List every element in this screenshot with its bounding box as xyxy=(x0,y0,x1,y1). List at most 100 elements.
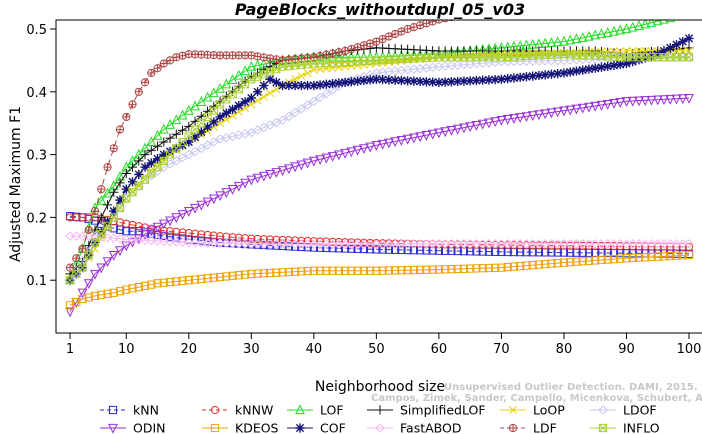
point-ldf-81 xyxy=(567,3,574,10)
legend-item-loop: LoOP xyxy=(500,403,565,418)
point-odin-21 xyxy=(190,203,200,214)
point-knn-57 xyxy=(416,246,425,255)
point-knnw-27 xyxy=(228,233,237,242)
legend-swatch-marker xyxy=(508,423,518,433)
point-fastabod-88 xyxy=(609,238,619,249)
point-odin-27 xyxy=(227,185,238,195)
point-simplifiedlof-11 xyxy=(127,162,138,172)
point-fastabod-54 xyxy=(396,239,407,249)
point-loop-25 xyxy=(216,119,225,128)
x-tick-label: 80 xyxy=(556,342,573,357)
point-ldf-59 xyxy=(428,20,437,26)
point-kdeos-29 xyxy=(240,270,250,279)
point-odin-23 xyxy=(202,197,213,208)
point-odin-72 xyxy=(509,114,519,124)
point-kdeos-61 xyxy=(441,265,450,274)
legend-label: INFLO xyxy=(623,421,660,434)
plot-series xyxy=(65,3,694,318)
point-knnw-96 xyxy=(659,242,669,251)
point-cof-26 xyxy=(221,108,231,118)
point-ldof-18 xyxy=(171,156,182,166)
point-cof-60 xyxy=(434,77,444,87)
point-fastabod-21 xyxy=(190,237,200,248)
point-ldof-23 xyxy=(202,140,213,150)
point-cof-44 xyxy=(334,78,344,88)
point-ldf-86 xyxy=(598,3,605,10)
point-fastabod-17 xyxy=(165,236,175,247)
point-cof-83 xyxy=(578,65,588,75)
point-fastabod-61 xyxy=(440,238,450,249)
point-odin-74 xyxy=(521,112,532,123)
point-odin-92 xyxy=(634,96,644,107)
point-ldf-18 xyxy=(172,53,181,62)
point-odin-83 xyxy=(577,103,588,114)
point-cof-51 xyxy=(378,74,388,85)
point-loop-39 xyxy=(303,69,312,77)
point-cof-7 xyxy=(102,216,113,227)
point-cof-74 xyxy=(521,72,532,82)
point-knnw-21 xyxy=(190,229,200,238)
point-odin-30 xyxy=(246,175,257,186)
point-ldof-36 xyxy=(284,111,294,122)
point-cof-15 xyxy=(152,154,163,164)
point-knn-48 xyxy=(359,244,368,254)
point-odin-59 xyxy=(427,129,438,140)
point-fastabod-70 xyxy=(496,238,507,249)
point-cof-63 xyxy=(453,76,463,87)
point-knnw-2 xyxy=(72,213,81,222)
point-odin-46 xyxy=(346,147,357,158)
point-ldof-14 xyxy=(146,170,157,181)
point-knnw-9 xyxy=(115,218,125,227)
point-inflo-29 xyxy=(240,80,250,89)
legend-item-knnw: kNNW xyxy=(202,403,273,418)
point-lof-6 xyxy=(96,194,107,205)
x-tick-label: 20 xyxy=(181,342,198,357)
point-fastabod-32 xyxy=(259,239,269,249)
point-fastabod-36 xyxy=(284,239,294,249)
point-odin-51 xyxy=(377,139,388,150)
point-kdeos-20 xyxy=(184,276,193,285)
legend-item-simplifiedlof: SimplifiedLOF xyxy=(367,403,486,418)
point-kdeos-45 xyxy=(341,266,350,275)
point-kdeos-4 xyxy=(84,293,93,302)
point-cof-78 xyxy=(546,69,557,79)
legend-swatch-marker xyxy=(210,423,220,433)
point-fastabod-67 xyxy=(477,238,488,249)
legend-label: COF xyxy=(320,421,346,434)
point-odin-9 xyxy=(115,246,125,257)
point-cof-6 xyxy=(96,227,106,237)
point-odin-41 xyxy=(315,155,326,166)
legend-label: kNNW xyxy=(235,403,273,418)
legend-label: LDOF xyxy=(623,403,657,418)
point-inflo-7 xyxy=(103,221,112,230)
point-knnw-25 xyxy=(215,232,225,241)
point-cof-57 xyxy=(415,76,425,87)
point-ldf-16 xyxy=(159,59,168,68)
point-fastabod-91 xyxy=(627,238,638,249)
point-knnw-3 xyxy=(78,213,87,222)
point-odin-28 xyxy=(233,181,244,192)
point-knnw-97 xyxy=(666,242,675,251)
point-kdeos-96 xyxy=(659,252,669,261)
point-ldf-10 xyxy=(122,112,131,122)
point-cof-27 xyxy=(227,104,238,114)
point-kdeos-9 xyxy=(115,287,125,296)
point-kdeos-85 xyxy=(591,256,600,265)
point-fastabod-10 xyxy=(121,234,132,245)
point-odin-52 xyxy=(383,138,394,149)
point-kdeos-31 xyxy=(253,269,262,278)
point-ldf-79 xyxy=(554,3,561,10)
point-knn-11 xyxy=(128,227,137,236)
point-cof-14 xyxy=(146,158,156,168)
point-fastabod-94 xyxy=(646,238,657,249)
point-lof-79 xyxy=(552,36,563,47)
point-ldof-20 xyxy=(183,149,194,160)
point-odin-7 xyxy=(102,257,113,268)
point-odin-63 xyxy=(452,124,463,135)
point-kdeos-53 xyxy=(391,266,400,275)
point-fastabod-23 xyxy=(202,238,213,248)
x-tick-label: 50 xyxy=(368,342,385,357)
point-simplifiedlof-9 xyxy=(115,178,125,188)
point-loop-37 xyxy=(291,75,300,84)
point-odin-90 xyxy=(621,97,632,107)
